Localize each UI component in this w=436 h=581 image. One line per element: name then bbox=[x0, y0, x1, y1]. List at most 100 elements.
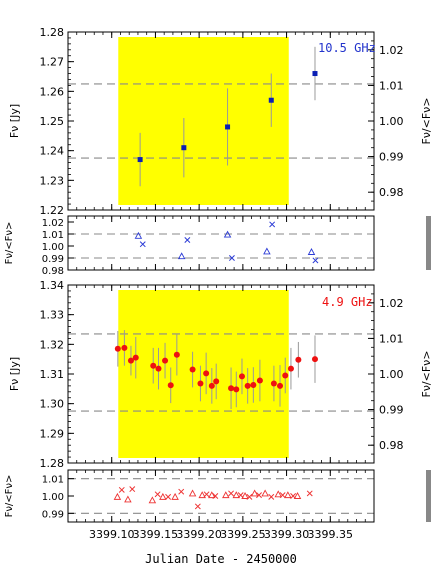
panel-10ghz: 1.22 1.23 1.24 1.25 1.26 1.27 1.28 0.98 0.99 1.00… bbox=[8, 26, 433, 217]
panel-4.9ghz-ytick-right-label: 1.01 bbox=[379, 332, 404, 345]
panel-10ghz-ylabel-right: Fν/<Fν> bbox=[420, 97, 433, 144]
ratio-4.9ghz-cross-point bbox=[165, 493, 172, 500]
ratio-4.9ghz-cross-point bbox=[212, 493, 219, 499]
panel-10ghz-point bbox=[137, 157, 143, 163]
panel-4.9ghz-frame bbox=[67, 284, 375, 464]
ratio-4.9ghz-triangle-point bbox=[208, 491, 216, 499]
panel-4.9ghz-point bbox=[155, 365, 162, 372]
ratio-10ghz-ytick-label: 1.01 bbox=[42, 230, 64, 241]
panel-4.9ghz-point bbox=[208, 382, 215, 389]
panel-4.9ghz-point bbox=[295, 356, 302, 363]
panel-4.9ghz-point bbox=[197, 380, 204, 387]
ratio-10ghz-ytick-label: 1.02 bbox=[42, 218, 64, 229]
ratio-4.9ghz-triangle-point bbox=[124, 495, 132, 503]
panel-4.9ghz-ylabel-left: Fν [Jy] bbox=[8, 357, 21, 391]
x-tick-label: 3399.20 bbox=[176, 528, 222, 541]
ratio-4.9ghz-cross-point bbox=[154, 491, 161, 498]
panel-4.9ghz-point bbox=[311, 356, 318, 363]
panel-4.9ghz-point bbox=[238, 373, 245, 380]
panel-10ghz-frame bbox=[67, 31, 375, 211]
panel-4.9ghz-point bbox=[173, 351, 180, 358]
ratio-4.9ghz-cross-point bbox=[178, 488, 185, 495]
ratio-4.9ghz-cross-point bbox=[256, 492, 262, 499]
ratio-4.9ghz-triangle-point bbox=[250, 489, 259, 497]
panel-4.9ghz-point bbox=[132, 354, 139, 361]
ratio-10ghz-ytick-label: 1.00 bbox=[42, 242, 64, 253]
ratio-10ghz-triangle-point bbox=[263, 247, 271, 255]
panel-10ghz-highlight-band bbox=[118, 37, 289, 205]
panel-10ghz-ytick-label: 1.27 bbox=[40, 56, 65, 69]
ratio-10ghz-cross-point bbox=[312, 257, 319, 264]
panel-4.9ghz: 1.28 1.29 1.30 1.31 1.32 1.33 1.34 0.98 0.99 1.00… bbox=[8, 279, 433, 470]
panel-10ghz-point bbox=[181, 145, 187, 151]
panel-4.9ghz-ytick-label: 1.29 bbox=[40, 427, 65, 440]
panel-4.9ghz-ytick-label: 1.31 bbox=[40, 368, 65, 381]
panel-10ghz-ytick-label: 1.25 bbox=[40, 115, 65, 128]
ratio-10ghz-ylabel: Fν/<Fν> bbox=[4, 222, 15, 265]
ratio-4.9ghz-triangle-point bbox=[159, 492, 167, 500]
panel-10ghz-ytick-right-label: 1.00 bbox=[379, 115, 404, 128]
panel-4.9ghz-point bbox=[114, 345, 121, 352]
panel-4.9ghz-annotation: 4.9 GHz bbox=[322, 295, 373, 309]
panel-4.9ghz-ylabel-right: Fν/<Fν> bbox=[420, 350, 433, 397]
ratio-10ghz-triangle-point bbox=[307, 248, 316, 255]
ratio-4.9ghz-edge-bar bbox=[426, 470, 431, 522]
ratio-4.9ghz-ytick-label: 1.01 bbox=[42, 475, 64, 486]
panel-4.9ghz-point bbox=[233, 386, 240, 393]
ratio-4.9ghz-cross-point bbox=[194, 503, 201, 510]
panel-10ghz-ytick-right-label: 0.98 bbox=[379, 186, 404, 199]
ratio-10ghz: 0.980.991.001.011.02 Fν/<Fν> bbox=[4, 215, 431, 277]
x-tick-label: 3399.15 bbox=[133, 528, 179, 541]
panel-4.9ghz-ytick-right-label: 0.98 bbox=[379, 439, 404, 452]
ratio-4.9ghz-cross-point bbox=[203, 491, 210, 498]
ratio-10ghz-cross-point bbox=[269, 221, 276, 228]
panel-4.9ghz-point bbox=[270, 380, 277, 387]
panel-10ghz-ytick-label: 1.28 bbox=[40, 26, 65, 39]
panel-10ghz-ytick-label: 1.22 bbox=[40, 204, 65, 217]
ratio-4.9ghz-triangle-point bbox=[198, 491, 206, 499]
panel-4.9ghz-ytick-right-label: 1.02 bbox=[379, 297, 404, 310]
ratio-4.9ghz-cross-point bbox=[237, 492, 244, 499]
ratio-10ghz-ytick-label: 0.98 bbox=[42, 266, 64, 277]
ratio-10ghz-triangle-point bbox=[223, 230, 232, 238]
ratio-10ghz-cross-point bbox=[184, 237, 191, 243]
x-tick-label: 3399.25 bbox=[220, 528, 266, 541]
ratio-4.9ghz-cross-point bbox=[268, 493, 275, 500]
panel-4.9ghz-point bbox=[203, 370, 210, 377]
ratio-4.9ghz-cross-point bbox=[279, 492, 286, 499]
panel-4.9ghz-point bbox=[150, 362, 157, 369]
ratio-10ghz-cross-point bbox=[139, 241, 146, 248]
ratio-10ghz-frame bbox=[67, 215, 375, 271]
panel-10ghz-ytick-label: 1.24 bbox=[40, 145, 65, 158]
x-tick-label: 3399.35 bbox=[308, 528, 354, 541]
ratio-4.9ghz-cross-point bbox=[246, 493, 253, 500]
panel-4.9ghz-ytick-right-label: 0.99 bbox=[379, 404, 404, 417]
ratio-4.9ghz-cross-point bbox=[118, 486, 125, 493]
panel-4.9ghz-point bbox=[162, 357, 169, 364]
ratio-4.9ghz-cross-point bbox=[228, 490, 235, 497]
panel-4.9ghz-point bbox=[256, 377, 263, 384]
panel-10ghz-ytick-label: 1.23 bbox=[40, 174, 65, 187]
panel-4.9ghz-point bbox=[121, 344, 128, 351]
ratio-4.9ghz: 0.99 1.00 1.01 Fν/<Fν> bbox=[4, 469, 431, 523]
ratio-4.9ghz-ytick-label: 0.99 bbox=[42, 509, 64, 520]
ratio-4.9ghz-ytick-label: 1.00 bbox=[42, 492, 64, 503]
panel-10ghz-point bbox=[312, 71, 318, 77]
panel-10ghz-ytick-right-label: 1.02 bbox=[379, 44, 404, 57]
panel-10ghz-ylabel-left: Fν [Jy] bbox=[8, 104, 21, 138]
panel-10ghz-ytick-right-label: 1.01 bbox=[379, 79, 404, 92]
ratio-4.9ghz-triangle-point bbox=[188, 489, 197, 497]
panel-10ghz-annotation: 10.5 GHz bbox=[318, 41, 376, 55]
ratio-4.9ghz-triangle-point bbox=[274, 490, 283, 498]
panel-4.9ghz-point bbox=[244, 382, 251, 389]
ratio-4.9ghz-triangle-point bbox=[284, 491, 292, 499]
panel-4.9ghz-ytick-label: 1.32 bbox=[40, 338, 65, 351]
panel-4.9ghz-ytick-label: 1.33 bbox=[40, 309, 65, 322]
panel-4.9ghz-point bbox=[277, 382, 284, 389]
x-axis-label: Julian Date - 2450000 bbox=[145, 552, 297, 566]
panel-4.9ghz-ytick-label: 1.28 bbox=[40, 457, 65, 470]
panel-4.9ghz-point bbox=[213, 378, 220, 385]
panel-4.9ghz-point bbox=[189, 366, 196, 373]
panel-4.9ghz-point bbox=[228, 385, 235, 392]
